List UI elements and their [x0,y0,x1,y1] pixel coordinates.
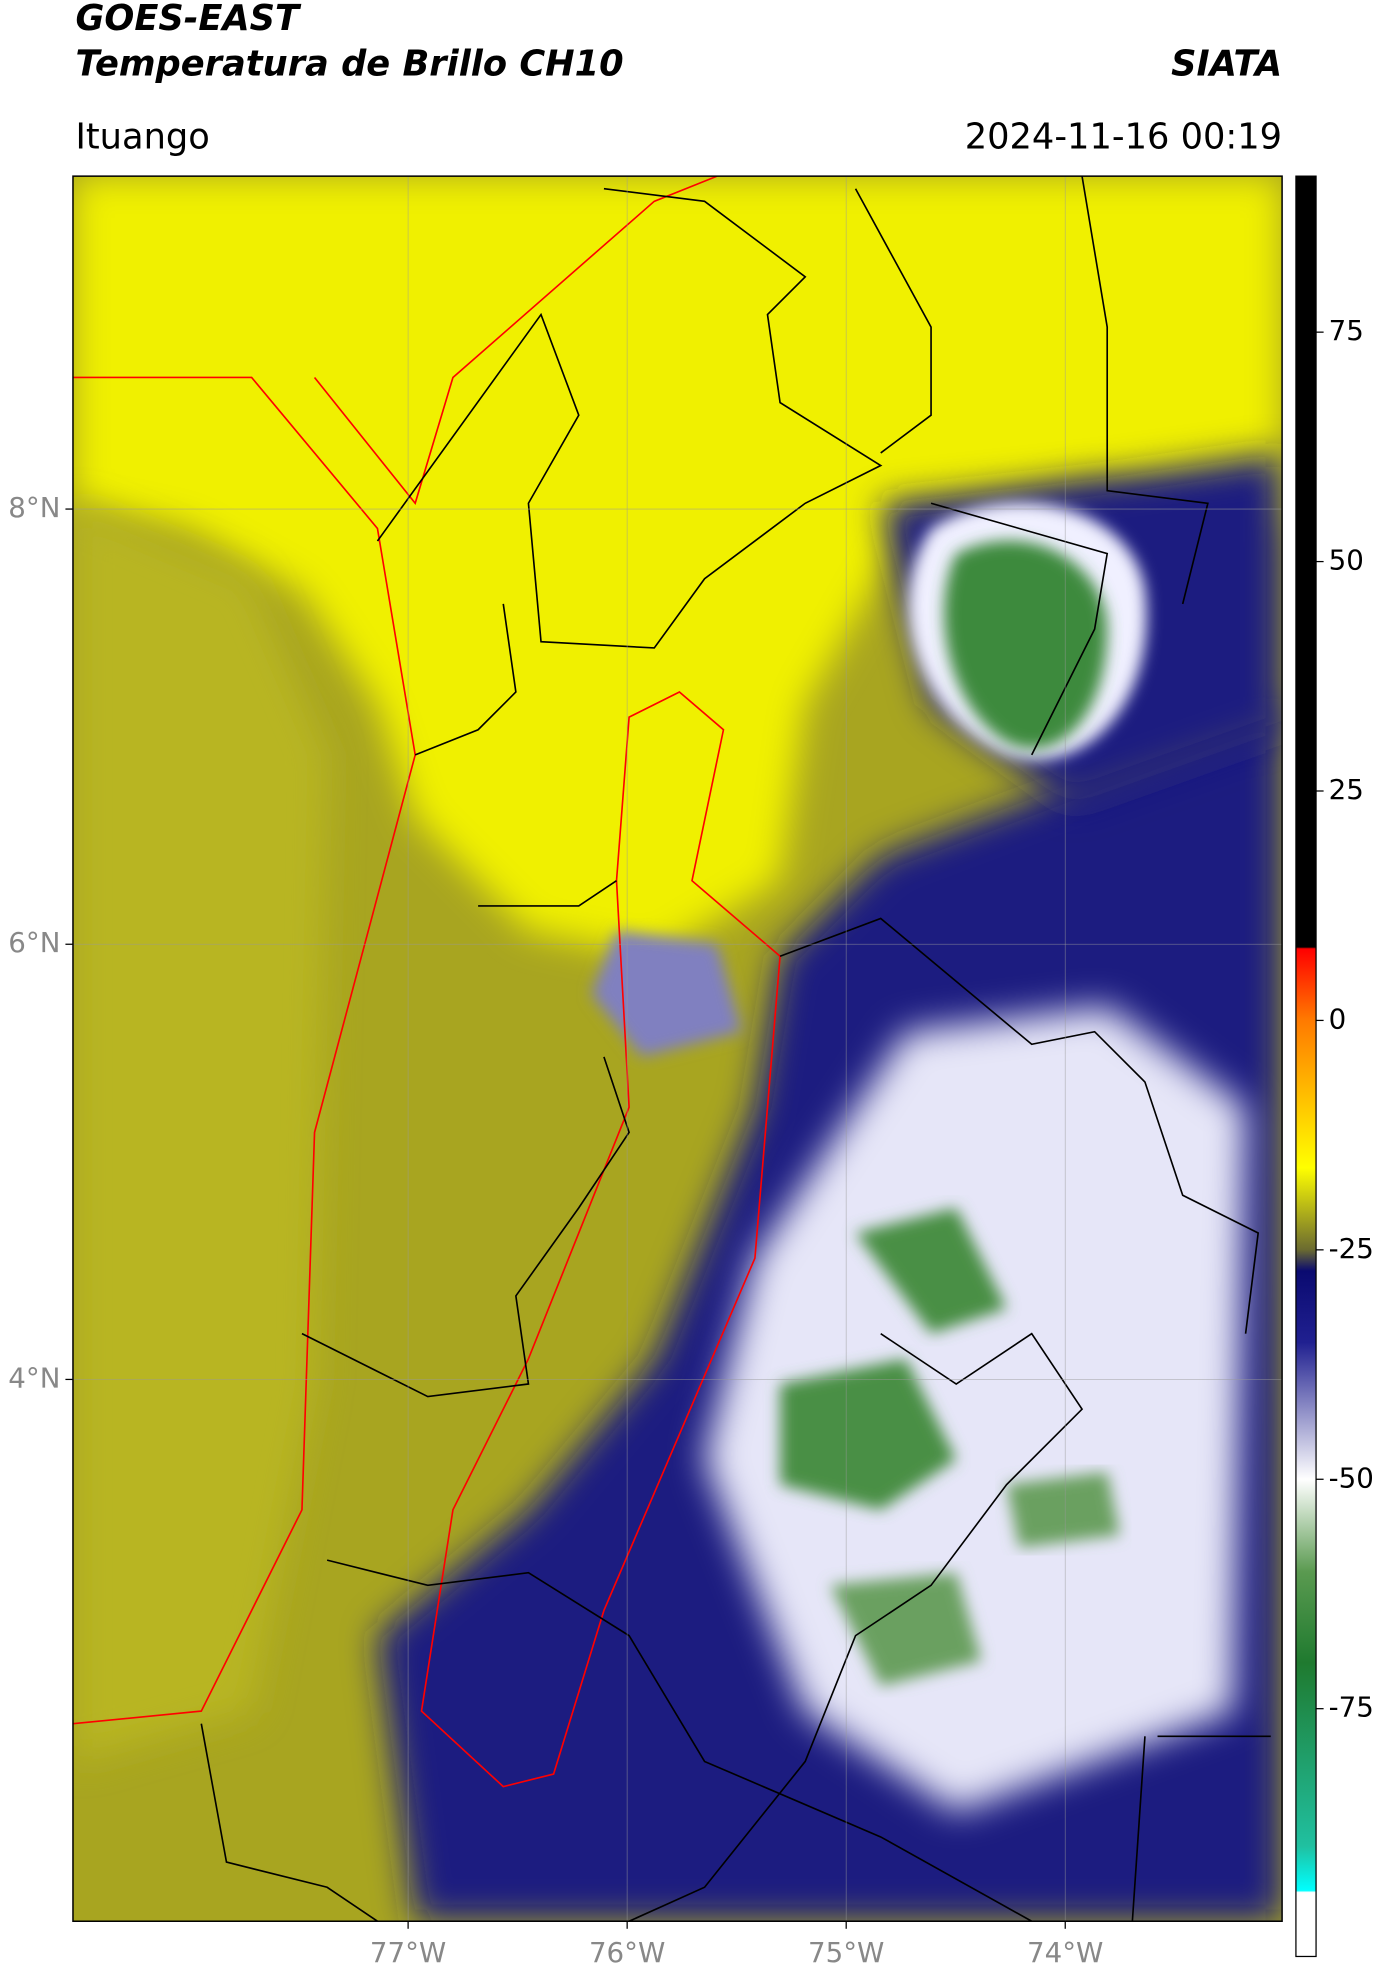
colorbar-tick-label: -50 [1329,1461,1374,1494]
subtitle: Temperatura de Brillo CH10 [75,43,623,84]
colorbar [1295,175,1317,1958]
x-tick-label: 74°W [1027,1936,1103,1969]
colorbar-tick-label: -25 [1329,1232,1374,1265]
title: GOES-EAST [75,0,302,39]
colorbar-tick-label: -75 [1329,1691,1374,1724]
colorbar-tick-label: 25 [1329,773,1364,806]
y-tick-label: 6°N [8,926,60,959]
colorbar-tick-label: 75 [1329,314,1364,347]
datetime: 2024-11-16 00:19 [965,116,1282,157]
satellite-image [72,176,1283,1922]
y-tick-label: 8°N [8,491,60,524]
map-frame [72,175,1283,1922]
source: SIATA [1171,43,1282,84]
colorbar-tick-label: 0 [1329,1002,1347,1035]
x-tick-label: 75°W [808,1936,884,1969]
location: Ituango [75,116,209,157]
y-tick-label: 4°N [8,1361,60,1394]
x-tick-label: 76°W [589,1936,665,1969]
x-tick-label: 77°W [370,1936,446,1969]
colorbar-tick-label: 50 [1329,544,1364,577]
